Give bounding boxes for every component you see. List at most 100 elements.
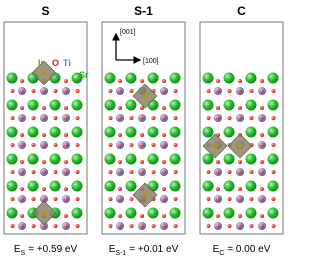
energy-value: = +0.01 eV	[129, 244, 178, 255]
sr-atom	[6, 126, 18, 138]
sr-atom	[71, 207, 83, 219]
o-atom	[129, 89, 134, 93]
o-atom	[238, 197, 242, 201]
o-atom	[249, 116, 254, 120]
o-atom	[216, 160, 220, 164]
o-atom	[118, 133, 122, 137]
sr-atom	[267, 180, 279, 192]
o-atom	[140, 106, 144, 110]
sr-atom	[245, 207, 257, 219]
o-atom	[118, 170, 122, 174]
sr-atom	[49, 153, 61, 165]
sr-atom	[71, 126, 83, 138]
o-atom	[227, 224, 232, 228]
sr-atom	[267, 72, 279, 84]
o-atom	[173, 197, 178, 201]
sr-atom	[71, 72, 83, 84]
o-atom	[238, 224, 242, 228]
ir-atom	[41, 210, 47, 216]
cell-frame	[199, 21, 284, 235]
sr-atom	[147, 153, 159, 165]
sr-atom	[267, 126, 279, 138]
o-atom	[151, 224, 156, 228]
sr-atom	[104, 126, 116, 138]
panel-title: C	[237, 4, 246, 18]
sr-atom	[245, 126, 257, 138]
o-atom	[140, 160, 144, 164]
o-atom	[75, 143, 80, 147]
axis-label: [001]	[120, 29, 136, 36]
sr-atom	[6, 180, 18, 192]
o-atom	[271, 116, 276, 120]
sr-atom	[125, 126, 137, 138]
sr-atom	[6, 207, 18, 219]
o-atom	[206, 89, 211, 93]
o-atom	[53, 143, 58, 147]
o-atom	[64, 187, 68, 191]
o-atom	[206, 116, 211, 120]
sr-atom	[104, 99, 116, 111]
o-atom	[173, 224, 178, 228]
o-atom	[10, 116, 15, 120]
o-atom	[173, 143, 178, 147]
o-atom	[206, 170, 211, 174]
sr-atom	[169, 99, 181, 111]
sr-atom	[245, 180, 257, 192]
sr-atom	[267, 99, 279, 111]
ir-atom	[41, 70, 47, 76]
o-atom	[162, 143, 166, 147]
o-atom	[151, 170, 156, 174]
o-atom	[271, 170, 276, 174]
o-atom	[20, 224, 24, 228]
legend-ti: Ti	[63, 58, 71, 68]
o-atom	[151, 143, 156, 147]
ir-atom	[142, 192, 148, 198]
o-atom	[238, 89, 242, 93]
o-atom	[118, 79, 122, 83]
o-atom	[216, 89, 220, 93]
o-atom	[249, 197, 254, 201]
o-atom	[20, 116, 24, 120]
o-atom	[42, 170, 46, 174]
o-atom	[31, 116, 36, 120]
o-atom	[129, 197, 134, 201]
sr-atom	[71, 180, 83, 192]
o-atom	[260, 89, 264, 93]
sr-atom	[223, 72, 235, 84]
o-atom	[260, 160, 264, 164]
sr-atom	[169, 180, 181, 192]
o-atom	[10, 224, 15, 228]
cell-frame	[101, 21, 186, 235]
o-atom	[118, 143, 122, 147]
o-atom	[206, 224, 211, 228]
sr-atom	[27, 180, 39, 192]
o-atom	[20, 187, 24, 191]
sr-atom	[223, 99, 235, 111]
sr-atom	[169, 126, 181, 138]
o-atom	[118, 116, 122, 120]
o-atom	[10, 170, 15, 174]
o-atom	[64, 160, 68, 164]
energy-value: = +0.59 eV	[28, 244, 77, 255]
o-atom	[173, 170, 178, 174]
panel-title: S	[41, 4, 49, 18]
o-atom	[108, 224, 113, 228]
energy-symbol: E	[213, 244, 220, 255]
sr-atom	[169, 72, 181, 84]
o-atom	[108, 89, 113, 93]
energy-label: ES-1 = +0.01 eV	[109, 244, 179, 257]
o-atom	[108, 170, 113, 174]
sr-atom	[245, 153, 257, 165]
o-atom	[42, 197, 46, 201]
sr-atom	[6, 72, 18, 84]
sr-atom	[202, 99, 214, 111]
o-atom	[216, 170, 220, 174]
o-atom	[31, 224, 36, 228]
sr-atom	[27, 153, 39, 165]
o-atom	[118, 197, 122, 201]
sr-atom	[245, 72, 257, 84]
o-atom	[64, 170, 68, 174]
sr-atom	[6, 153, 18, 165]
o-atom	[140, 143, 144, 147]
